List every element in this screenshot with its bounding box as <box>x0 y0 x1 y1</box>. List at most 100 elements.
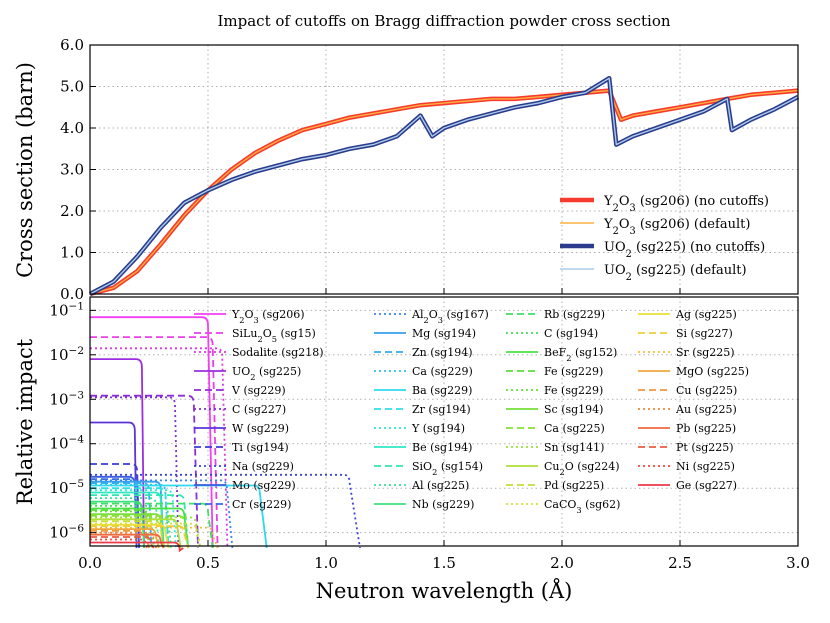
bottom-series-line <box>90 479 234 549</box>
top-series-line <box>89 77 799 295</box>
bottom-series-line <box>90 507 190 549</box>
x-tick-label: 1.5 <box>432 554 456 572</box>
bottom-grid <box>89 297 799 546</box>
bottom-legend-label: Ba (sg229) <box>412 384 472 397</box>
bottom-legend-label: Au (sg225) <box>675 403 737 416</box>
bottom-series-line <box>90 516 202 549</box>
bottom-legend-label: Y (sg194) <box>411 422 465 435</box>
top-legend: Y2O3 (sg206) (no cutoffs) Y2O3 (sg206) (d… <box>560 194 769 283</box>
bottom-series-line <box>90 394 199 549</box>
bottom-series-line <box>90 347 229 549</box>
top-y-tick-label: 1.0 <box>60 244 84 262</box>
bottom-y-tick-label: 10−5 <box>49 478 84 497</box>
bottom-series-line <box>90 522 202 549</box>
bottom-legend-label: Mo (sg229) <box>232 479 296 492</box>
bottom-series-line <box>90 489 177 549</box>
bottom-series-line <box>90 463 140 549</box>
bottom-series-line <box>90 518 182 549</box>
bottom-legend-label: SiO2 (sg154) <box>412 460 483 477</box>
bottom-legend-label: Fe (sg229) <box>544 365 603 378</box>
bottom-legend-label: MgO (sg225) <box>676 365 749 378</box>
bottom-legend-label: CaCO3 (sg62) <box>544 498 620 515</box>
bottom-y-tick-label: 10−4 <box>49 434 84 453</box>
bottom-series-line <box>90 525 190 549</box>
bottom-series-line <box>90 541 184 553</box>
bottom-legend-label: Al2O3 (sg167) <box>411 308 489 325</box>
top-y-tick-label: 6.0 <box>60 36 84 54</box>
bottom-legend-label: C (sg194) <box>544 327 598 340</box>
bottom-y-tick-label: 10−2 <box>49 345 84 364</box>
top-legend-label: Y2O3 (sg206) (default) <box>603 217 750 237</box>
bottom-series-line <box>90 358 145 549</box>
x-tick-label: 2.0 <box>550 554 574 572</box>
x-tick-label: 2.5 <box>668 554 692 572</box>
top-y-tick-label: 5.0 <box>60 78 84 96</box>
bottom-y-tick-label: 10−1 <box>49 300 84 319</box>
bottom-legend-label: UO2 (sg225) <box>232 365 301 382</box>
bottom-legend-label: Zn (sg194) <box>412 346 473 359</box>
top-y-axis-label: Cross section (barn) <box>13 62 37 278</box>
bottom-legend-label: Ca (sg229) <box>412 365 473 378</box>
bottom-series-line <box>90 526 219 549</box>
bottom-series-line <box>90 523 170 549</box>
bottom-legend-label: Sn (sg141) <box>544 441 604 454</box>
bottom-series-line <box>90 336 219 549</box>
bottom-legend-label: Ti (sg194) <box>232 441 289 454</box>
bottom-panel: 10−1 10−2 10−3 10−4 10−5 10−6 Relative impact… <box>13 296 799 553</box>
bottom-legend-label: Pt (sg225) <box>676 441 734 454</box>
bottom-y-tick-label: 10−3 <box>49 389 84 408</box>
bottom-series-line <box>90 396 180 549</box>
bottom-series-line <box>90 421 138 549</box>
bottom-legend-label: Rb (sg229) <box>544 308 605 321</box>
x-ticks: 0.0 0.5 1.0 1.5 2.0 2.5 3.0 <box>78 288 810 572</box>
bottom-legend-label: Fe (sg229) <box>544 384 603 397</box>
bottom-legend-label: Cr (sg229) <box>232 498 291 511</box>
bottom-series-group <box>90 316 361 553</box>
top-series-group <box>88 75 800 297</box>
bottom-legend-label: Ge (sg227) <box>676 479 737 492</box>
bottom-series-line <box>90 520 165 549</box>
bottom-y-ticks: 10−1 10−2 10−3 10−4 10−5 10−6 <box>49 300 96 542</box>
bottom-legend: Y2O3 (sg206) SiLu2O5 (sg15) Sodalite (sg21… <box>194 308 749 515</box>
bottom-legend-label: Cu2O (sg224) <box>544 460 620 477</box>
top-grid <box>89 44 799 295</box>
bottom-legend-label: Ag (sg225) <box>675 308 737 321</box>
bottom-series-line <box>90 538 150 549</box>
top-y-tick-label: 4.0 <box>60 119 84 137</box>
bottom-series-line <box>90 487 170 549</box>
top-legend-label: Y2O3 (sg206) (no cutoffs) <box>603 194 769 214</box>
bottom-series-line <box>90 316 214 549</box>
x-tick-label: 0.0 <box>78 554 102 572</box>
x-tick-label: 3.0 <box>786 554 810 572</box>
bottom-series-line <box>90 528 160 549</box>
bottom-legend-label: Ni (sg225) <box>676 460 735 473</box>
bottom-legend-label: Zr (sg194) <box>412 403 471 416</box>
top-legend-label: UO2 (sg225) (default) <box>604 263 747 283</box>
top-y-tick-label: 0.0 <box>60 285 84 303</box>
bottom-legend-label: Sr (sg225) <box>676 346 735 359</box>
bottom-legend-label: Si (sg227) <box>676 327 733 340</box>
bottom-legend-label: Sodalite (sg218) <box>232 346 324 359</box>
bottom-legend-label: Pb (sg225) <box>676 422 736 435</box>
top-y-tick-label: 2.0 <box>60 202 84 220</box>
bottom-series-line <box>90 484 268 549</box>
top-y-tick-label: 3.0 <box>60 161 84 179</box>
chart-title: Impact of cutoffs on Bragg diffraction p… <box>217 12 670 30</box>
bottom-y-axis-label: Relative impact <box>13 338 37 505</box>
bottom-legend-label: Sc (sg194) <box>544 403 603 416</box>
bottom-legend-label: Pd (sg225) <box>544 479 604 492</box>
top-legend-label: UO2 (sg225) (no cutoffs) <box>604 240 765 260</box>
bottom-legend-label: Cu (sg225) <box>676 384 737 397</box>
x-axis-label: Neutron wavelength (Å) <box>316 578 573 603</box>
bottom-legend-label: W (sg229) <box>232 422 289 435</box>
x-tick-label: 0.5 <box>196 554 220 572</box>
bottom-series-line <box>90 514 190 549</box>
bottom-series-line <box>90 502 214 549</box>
bottom-series-line <box>90 536 155 549</box>
bottom-legend-label: Nb (sg229) <box>412 498 474 511</box>
bottom-legend-label: Ca (sg225) <box>544 422 605 435</box>
bottom-legend-label: Al (sg225) <box>411 479 469 492</box>
top-panel: 0.0 1.0 2.0 3.0 4.0 5.0 6.0 Cross section (bar… <box>13 36 800 303</box>
bottom-legend-label: Mg (sg194) <box>412 327 476 340</box>
